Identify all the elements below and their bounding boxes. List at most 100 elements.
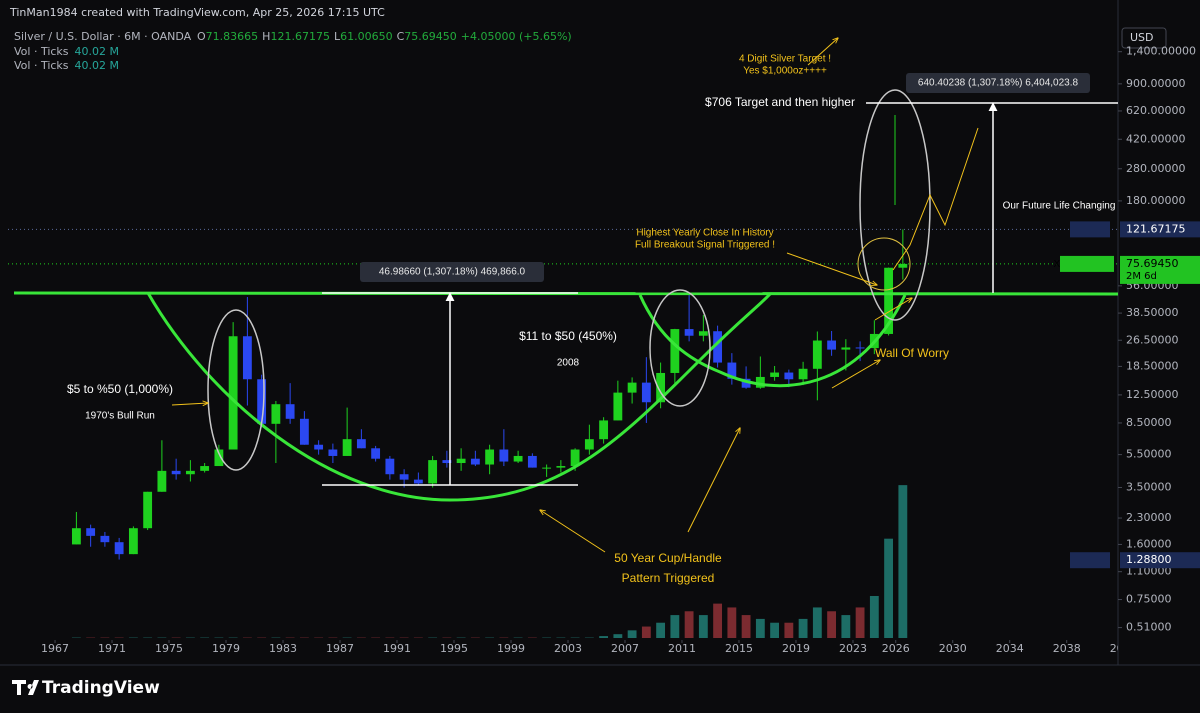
candle-body: [214, 449, 224, 467]
candle-body: [884, 267, 894, 334]
candle-body: [556, 466, 566, 468]
candle-body: [485, 449, 495, 465]
candle-body: [285, 404, 295, 419]
candle-body: [371, 448, 381, 459]
candle-body: [827, 340, 837, 350]
candle-body: [456, 458, 466, 464]
volume-bar: [613, 634, 623, 638]
y-tick-label: 5.50000: [1126, 448, 1172, 461]
ohlc-key: L: [334, 30, 341, 43]
candle-body: [242, 336, 252, 380]
annotation: 1970's Bull Run: [85, 411, 155, 422]
candle-body: [399, 474, 409, 480]
cup: [146, 292, 702, 502]
price-countdown: 2M 6d: [1126, 271, 1157, 282]
candle-body: [599, 420, 609, 440]
currency: USD: [1130, 31, 1154, 44]
y-tick-label: 280.00000: [1126, 162, 1186, 175]
highlight: [857, 237, 911, 291]
candle-body: [428, 460, 438, 484]
x-tick-label: 2007: [611, 642, 639, 655]
candle-body: [584, 439, 594, 450]
x-tick-label: 2015: [725, 642, 753, 655]
volume-bar: [713, 603, 723, 638]
annotation: Highest Yearly Close In History: [636, 228, 773, 239]
candle-body: [257, 379, 267, 424]
y-tick-label: 0.75000: [1126, 593, 1172, 606]
candle-body: [741, 378, 751, 388]
y-tick-label: 180.00000: [1126, 194, 1186, 207]
annotation: Yes $1,000oz++++: [743, 66, 827, 77]
x-tick-label: 1987: [326, 642, 354, 655]
candle-body: [684, 329, 694, 336]
candle-body: [128, 528, 138, 555]
candle-body: [185, 470, 195, 475]
pointer: [540, 510, 606, 553]
brand-logo: [12, 680, 39, 695]
ohlc-value: 71.83665: [206, 30, 259, 43]
y-tick-label: 420.00000: [1126, 132, 1186, 145]
candle-body: [171, 470, 181, 475]
candle-body: [86, 528, 96, 536]
plot: [8, 38, 1118, 638]
y-tick-label: 900.00000: [1126, 77, 1186, 90]
price-tag-box: [1120, 255, 1200, 284]
candle-body: [356, 439, 366, 449]
measure-label-box: [906, 73, 1090, 93]
candle-body: [271, 404, 281, 424]
volume-bar: [784, 622, 794, 638]
volume-name: Vol · Ticks: [14, 59, 69, 72]
volume-bar: [755, 618, 765, 638]
x-tick-label: 1999: [497, 642, 525, 655]
highlight: [859, 89, 931, 321]
candle-body: [413, 479, 423, 484]
annotation: 2008: [557, 358, 580, 369]
candle-body: [770, 372, 780, 377]
volume-name: Vol · Ticks: [14, 45, 69, 58]
ohlc-value: 61.00650: [340, 30, 393, 43]
author-line: TinMan1984 created with TradingView.com,…: [9, 6, 385, 19]
brand: TradingView: [12, 678, 160, 698]
volume-bar: [770, 622, 780, 638]
volume-bar: [869, 595, 879, 638]
candle-body: [784, 372, 794, 380]
candle-body: [627, 382, 637, 393]
volume-bar: [741, 615, 751, 638]
currency-box: [1121, 27, 1167, 49]
legend-main: Silver / U.S. Dollar · 6M · OANDA O71.836…: [14, 30, 572, 43]
pointer: [171, 403, 208, 405]
candle-body: [670, 329, 680, 373]
candle-body: [812, 340, 822, 369]
price-tag-name-box: [1070, 221, 1110, 238]
highlight: [649, 289, 711, 407]
change: +4.05000 (+5.65%): [461, 30, 572, 43]
candle-body: [299, 418, 309, 445]
ohlc-value: 75.69450: [404, 30, 457, 43]
annotation: Full Breakout Signal Triggered !: [635, 240, 775, 251]
volume-bar: [627, 630, 637, 638]
y-tick-label: 0.51000: [1126, 621, 1172, 634]
volume-bar: [812, 607, 822, 638]
price-tag: 121.67175: [1126, 222, 1186, 235]
candle-body: [542, 467, 552, 469]
candle-body: [442, 460, 452, 464]
x-tick-label: 2019: [782, 642, 810, 655]
x-tick-label: 1975: [155, 642, 183, 655]
ohlc-key: O: [197, 30, 206, 43]
y-tick-label: 38.50000: [1126, 306, 1179, 319]
candle-body: [755, 376, 765, 388]
volume-bar: [898, 485, 908, 638]
price-tag-name-box: [1060, 255, 1114, 272]
x-tick-label: 2030: [939, 642, 967, 655]
candle-body: [841, 347, 851, 350]
volume-bar: [656, 622, 666, 638]
annotation: 4 Digit Silver Target !: [739, 54, 831, 65]
y-tick-label: 1,400.00000: [1126, 45, 1196, 58]
candle-body: [143, 491, 153, 529]
annotation: Wall Of Worry: [875, 346, 949, 360]
price-tag: 75.69450: [1126, 257, 1179, 270]
candle-body: [100, 535, 110, 543]
volume-legend: Vol · Ticks 40.02 M: [14, 45, 119, 58]
